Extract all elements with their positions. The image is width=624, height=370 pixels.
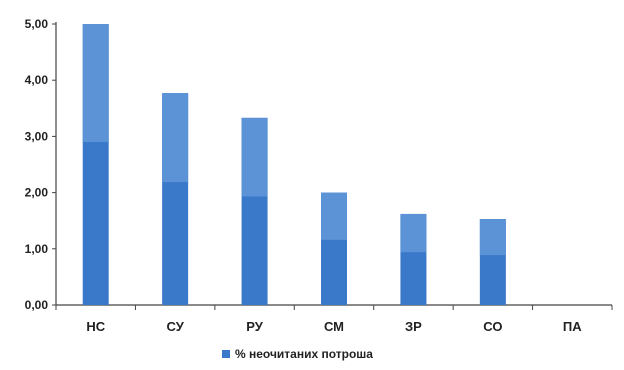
- bar-highlight: [400, 213, 427, 253]
- bar-highlight: [479, 219, 506, 256]
- bar-highlight: [321, 192, 347, 240]
- bar-highlight: [241, 117, 268, 197]
- legend-label: % неочитаних потроша: [235, 347, 373, 361]
- bars: [82, 24, 506, 305]
- x-tick-label: РУ: [246, 319, 263, 334]
- x-axis: НС СУ РУ СМ ЗР СО ПА: [55, 304, 613, 334]
- bar-highlight: [82, 24, 109, 143]
- x-tick-label: ЗР: [405, 319, 422, 334]
- x-tick-label: СМ: [324, 319, 344, 334]
- bar-highlight: [162, 93, 189, 183]
- y-tick-label: 0,00: [25, 298, 49, 312]
- legend-swatch: [222, 350, 230, 358]
- y-tick-label: 3,00: [25, 129, 49, 143]
- x-tick-label: НС: [86, 319, 105, 334]
- legend: % неочитаних потроша: [222, 347, 373, 361]
- y-tick-label: 5,00: [25, 17, 49, 31]
- x-tick-label: ПА: [563, 319, 582, 334]
- y-tick-label: 1,00: [25, 242, 49, 256]
- x-tick-label: СУ: [166, 319, 184, 334]
- y-tick-label: 2,00: [25, 186, 49, 200]
- x-tick-label: СО: [483, 319, 502, 334]
- y-axis: 0,00 1,00 2,00 3,00 4,00 5,00: [25, 17, 57, 312]
- y-tick-label: 4,00: [25, 73, 49, 87]
